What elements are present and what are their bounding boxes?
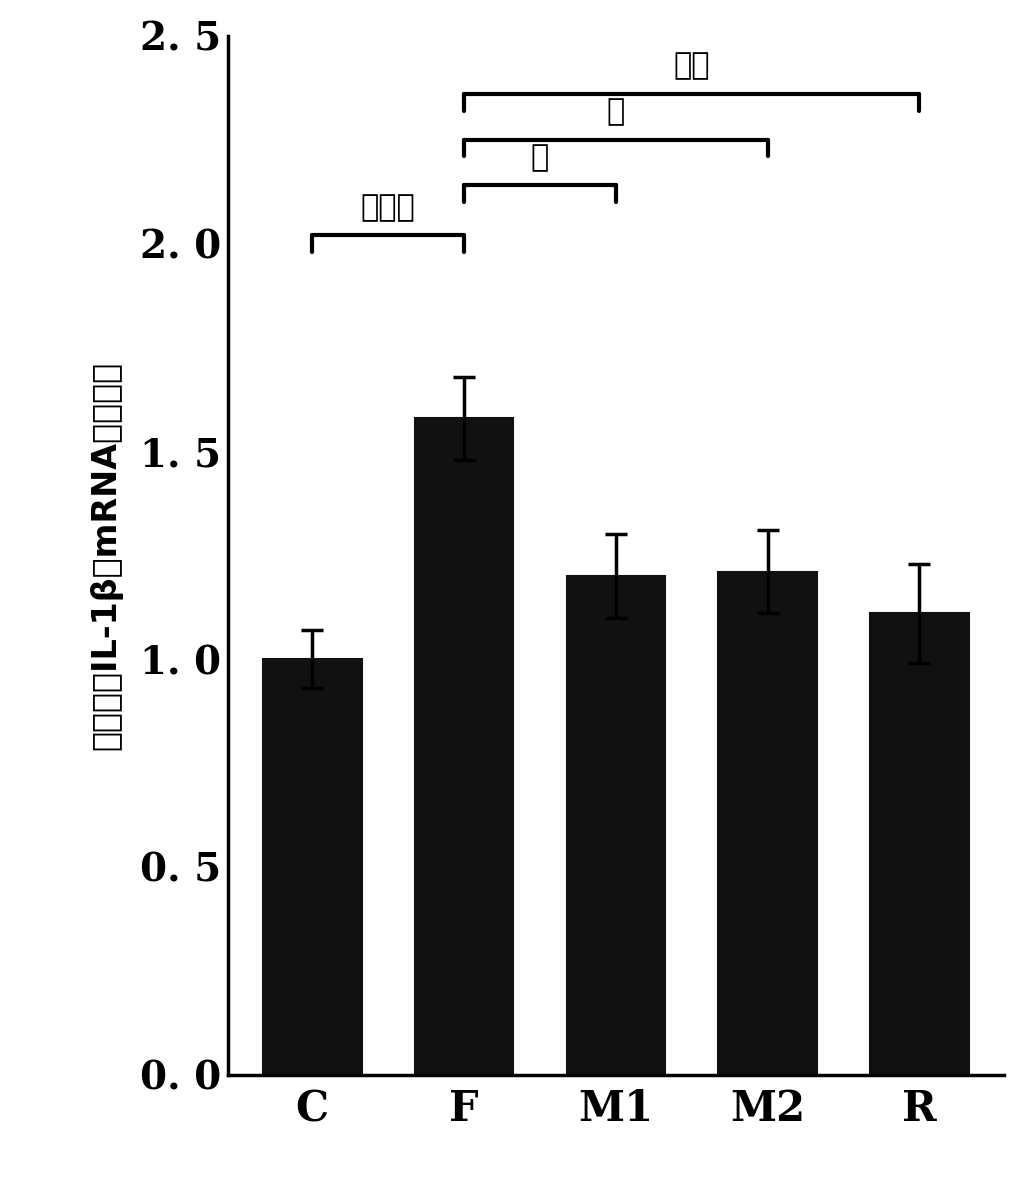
Text: ★: ★ bbox=[531, 142, 550, 173]
Text: ★★★: ★★★ bbox=[361, 192, 416, 223]
Text: ★★: ★★ bbox=[674, 50, 710, 81]
Bar bbox=[566, 576, 666, 1075]
Text: ★: ★ bbox=[607, 97, 625, 128]
Y-axis label: 炎症因子IL-1β的mRNA表达水平: 炎症因子IL-1β的mRNA表达水平 bbox=[90, 361, 123, 750]
Bar bbox=[870, 614, 969, 1075]
Bar bbox=[415, 418, 513, 1075]
Bar bbox=[718, 572, 817, 1075]
Bar bbox=[263, 659, 361, 1075]
